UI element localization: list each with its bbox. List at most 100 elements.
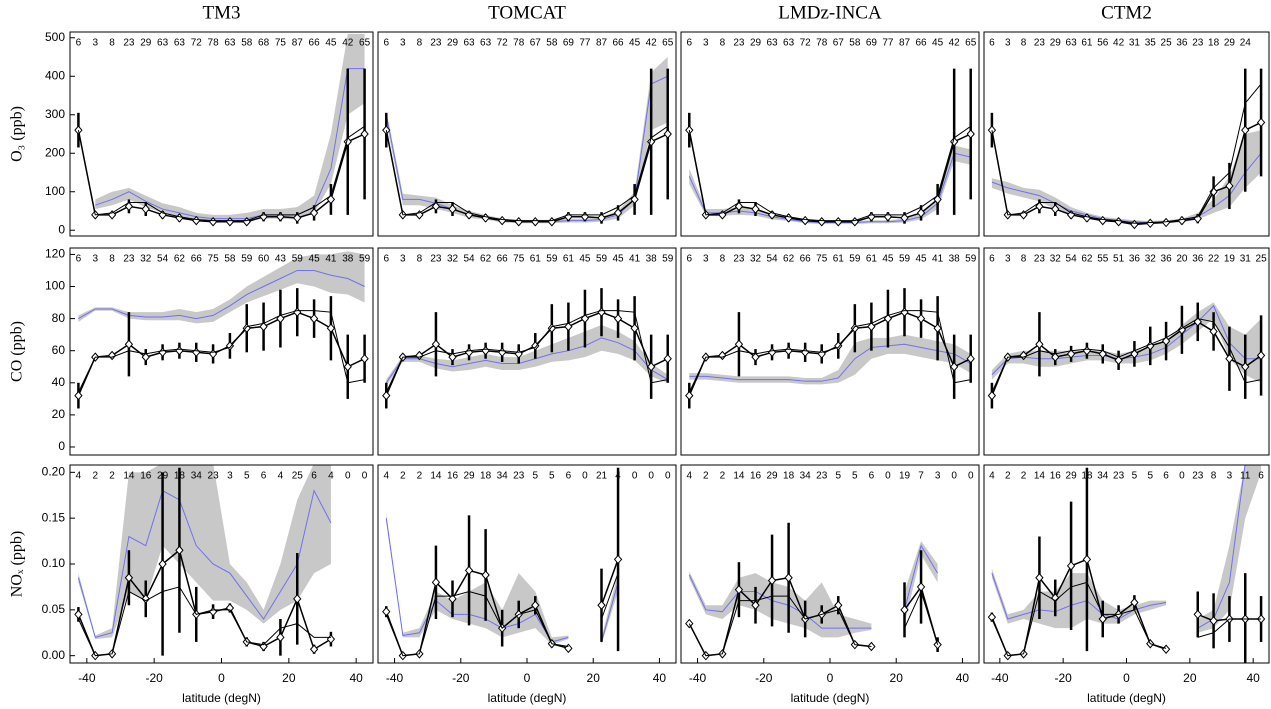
sample-count: 72 xyxy=(497,38,509,49)
data-point xyxy=(158,347,167,358)
y-tick-label: 0.15 xyxy=(42,510,66,524)
data-point xyxy=(481,570,490,580)
data-point xyxy=(1161,644,1171,655)
panel-frame xyxy=(680,247,980,456)
sample-count: 5 xyxy=(549,471,555,482)
data-point xyxy=(1098,614,1107,624)
data-point xyxy=(309,644,319,655)
sample-count: 35 xyxy=(1145,38,1157,49)
y-tick-label: 0.05 xyxy=(42,602,66,616)
sample-count: 16 xyxy=(750,471,762,482)
sample-count: 0 xyxy=(362,471,368,482)
sample-count: 6 xyxy=(311,471,317,482)
sample-count: 18 xyxy=(783,471,795,482)
sample-count: 54 xyxy=(157,254,169,265)
data-point xyxy=(630,323,639,333)
data-point xyxy=(647,361,656,372)
sample-count: 34 xyxy=(1097,471,1109,482)
sample-count: 72 xyxy=(800,38,812,49)
data-point xyxy=(107,210,117,220)
sample-count: 61 xyxy=(530,254,542,265)
data-point xyxy=(448,352,457,362)
x-tick-label: -20 xyxy=(1054,671,1072,685)
sample-count: 3 xyxy=(1227,471,1233,482)
sample-count: 45 xyxy=(325,38,337,49)
data-point xyxy=(415,210,424,220)
y-tick-label: 0.00 xyxy=(42,648,66,662)
sample-count: 14 xyxy=(430,471,442,482)
data-point xyxy=(817,216,826,227)
sample-count: 29 xyxy=(140,38,152,49)
x-axis-label: latitude (degN) xyxy=(1087,691,1166,705)
model-range xyxy=(386,325,668,386)
series-line xyxy=(991,318,1262,393)
sample-count: 6 xyxy=(686,254,692,265)
x-tick-label: -20 xyxy=(145,671,163,685)
sample-count: 5 xyxy=(532,471,538,482)
panel-frame xyxy=(377,31,677,237)
data-point xyxy=(900,307,909,317)
sample-count: 58 xyxy=(849,38,861,49)
data-point xyxy=(514,216,523,227)
data-point xyxy=(966,129,975,139)
data-point xyxy=(834,216,843,227)
panel-frame xyxy=(680,31,980,237)
data-point xyxy=(1082,554,1092,565)
plot-area xyxy=(382,467,623,661)
sample-count: 59 xyxy=(596,254,608,265)
series-line xyxy=(78,269,365,320)
sample-count: 51 xyxy=(1113,254,1125,265)
sample-count: 41 xyxy=(325,254,337,265)
sample-count: 0 xyxy=(968,471,974,482)
sample-count: 23 xyxy=(513,471,525,482)
data-point xyxy=(124,201,134,212)
sample-count: 68 xyxy=(258,38,270,49)
x-tick-label: -40 xyxy=(386,671,404,685)
sample-count: 77 xyxy=(882,38,894,49)
series-line xyxy=(1197,618,1262,638)
series-line xyxy=(77,310,365,393)
data-point xyxy=(630,194,639,205)
data-point xyxy=(613,313,623,324)
sample-count: 43 xyxy=(275,254,287,265)
data-point xyxy=(1209,186,1218,197)
y-axis-label: O₃ (ppb) xyxy=(9,106,26,162)
sample-count: 75 xyxy=(513,254,525,265)
series-line xyxy=(77,125,365,222)
sample-count: 8 xyxy=(417,254,423,265)
model-range xyxy=(991,568,1167,629)
sample-count: 63 xyxy=(224,38,236,49)
data-point xyxy=(1019,350,1028,361)
sample-count: 23 xyxy=(816,471,828,482)
sample-count: 29 xyxy=(157,471,169,482)
sample-count: 4 xyxy=(278,471,284,482)
y-tick-label: 60 xyxy=(52,343,66,357)
y-axis-label: NOₓ (ppb) xyxy=(9,531,26,597)
series-line xyxy=(385,590,569,657)
data-point xyxy=(415,350,424,361)
sample-count: 0 xyxy=(951,471,957,482)
data-point xyxy=(613,554,623,565)
sample-count: 54 xyxy=(463,254,475,265)
sample-count: 5 xyxy=(1132,471,1138,482)
sample-count: 41 xyxy=(629,254,641,265)
panel-title: TM3 xyxy=(203,2,241,23)
series-line xyxy=(601,572,619,620)
data-point xyxy=(1035,572,1044,583)
x-axis-label: latitude (degN) xyxy=(182,691,261,705)
sample-count: 6 xyxy=(383,254,389,265)
model-range xyxy=(1197,465,1262,633)
data-point xyxy=(481,345,490,356)
y-tick-label: 300 xyxy=(45,107,65,121)
data-point xyxy=(933,639,942,650)
data-point xyxy=(751,352,760,362)
plot-area xyxy=(987,302,1266,409)
y-tick-label: 100 xyxy=(45,279,65,293)
y-tick-label: 200 xyxy=(45,145,65,159)
panel-frame xyxy=(377,464,677,664)
panel-frame xyxy=(69,247,374,456)
model-range xyxy=(78,465,331,640)
sample-count: 2 xyxy=(703,471,709,482)
data-point xyxy=(431,201,441,212)
